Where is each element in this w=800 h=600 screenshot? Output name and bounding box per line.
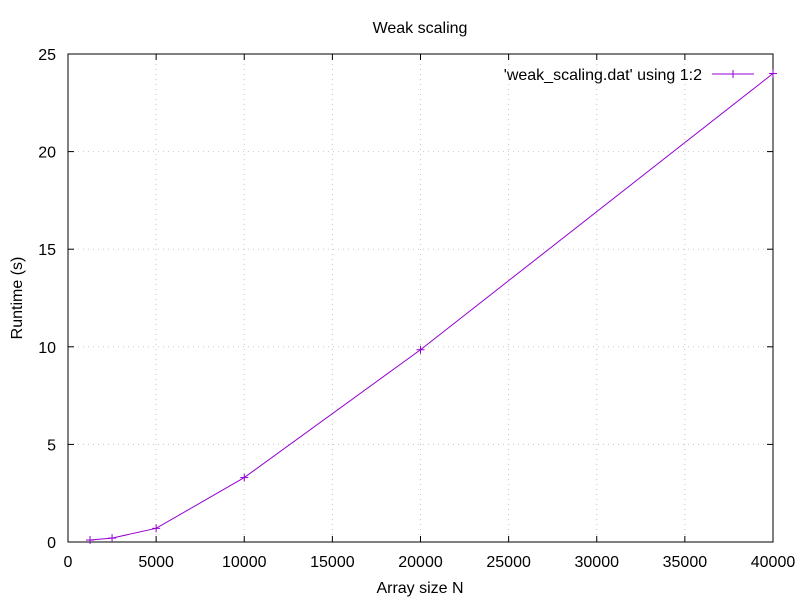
y-tick-label: 0 (47, 535, 56, 552)
series (86, 69, 777, 545)
y-axis-label: Runtime (s) (9, 257, 26, 340)
x-axis: 0 5000 10000 15000 20000 25000 30000 35000 40000 (64, 54, 796, 571)
x-tick-label: 30000 (575, 554, 620, 571)
legend-label: 'weak_scaling.dat' using 1:2 (504, 67, 702, 84)
grid (68, 54, 773, 542)
series-line (89, 73, 774, 541)
y-tick-label: 15 (38, 242, 56, 259)
data-point (108, 534, 117, 543)
y-axis: 0 5 10 15 20 25 (38, 47, 773, 552)
chart-title: Weak scaling (373, 20, 468, 37)
x-tick-label: 35000 (663, 554, 708, 571)
y-tick-label: 5 (47, 437, 56, 454)
x-tick-label: 10000 (222, 554, 267, 571)
x-tick-label: 5000 (138, 554, 174, 571)
data-point (240, 473, 249, 482)
data-point (86, 536, 95, 545)
x-tick-label: 40000 (751, 554, 796, 571)
data-point (769, 69, 777, 78)
data-point (152, 524, 161, 533)
y-tick-label: 20 (38, 145, 56, 162)
x-tick-label: 0 (64, 554, 73, 571)
x-tick-label: 15000 (310, 554, 355, 571)
legend-marker (729, 70, 737, 78)
plot-frame (67, 53, 774, 543)
data-point (416, 345, 425, 354)
x-tick-label: 25000 (486, 554, 531, 571)
x-axis-label: Array size N (376, 580, 463, 597)
y-tick-label: 10 (38, 340, 56, 357)
x-tick-label: 20000 (398, 554, 443, 571)
legend: 'weak_scaling.dat' using 1:2 (504, 67, 754, 84)
y-tick-label: 25 (38, 47, 56, 64)
